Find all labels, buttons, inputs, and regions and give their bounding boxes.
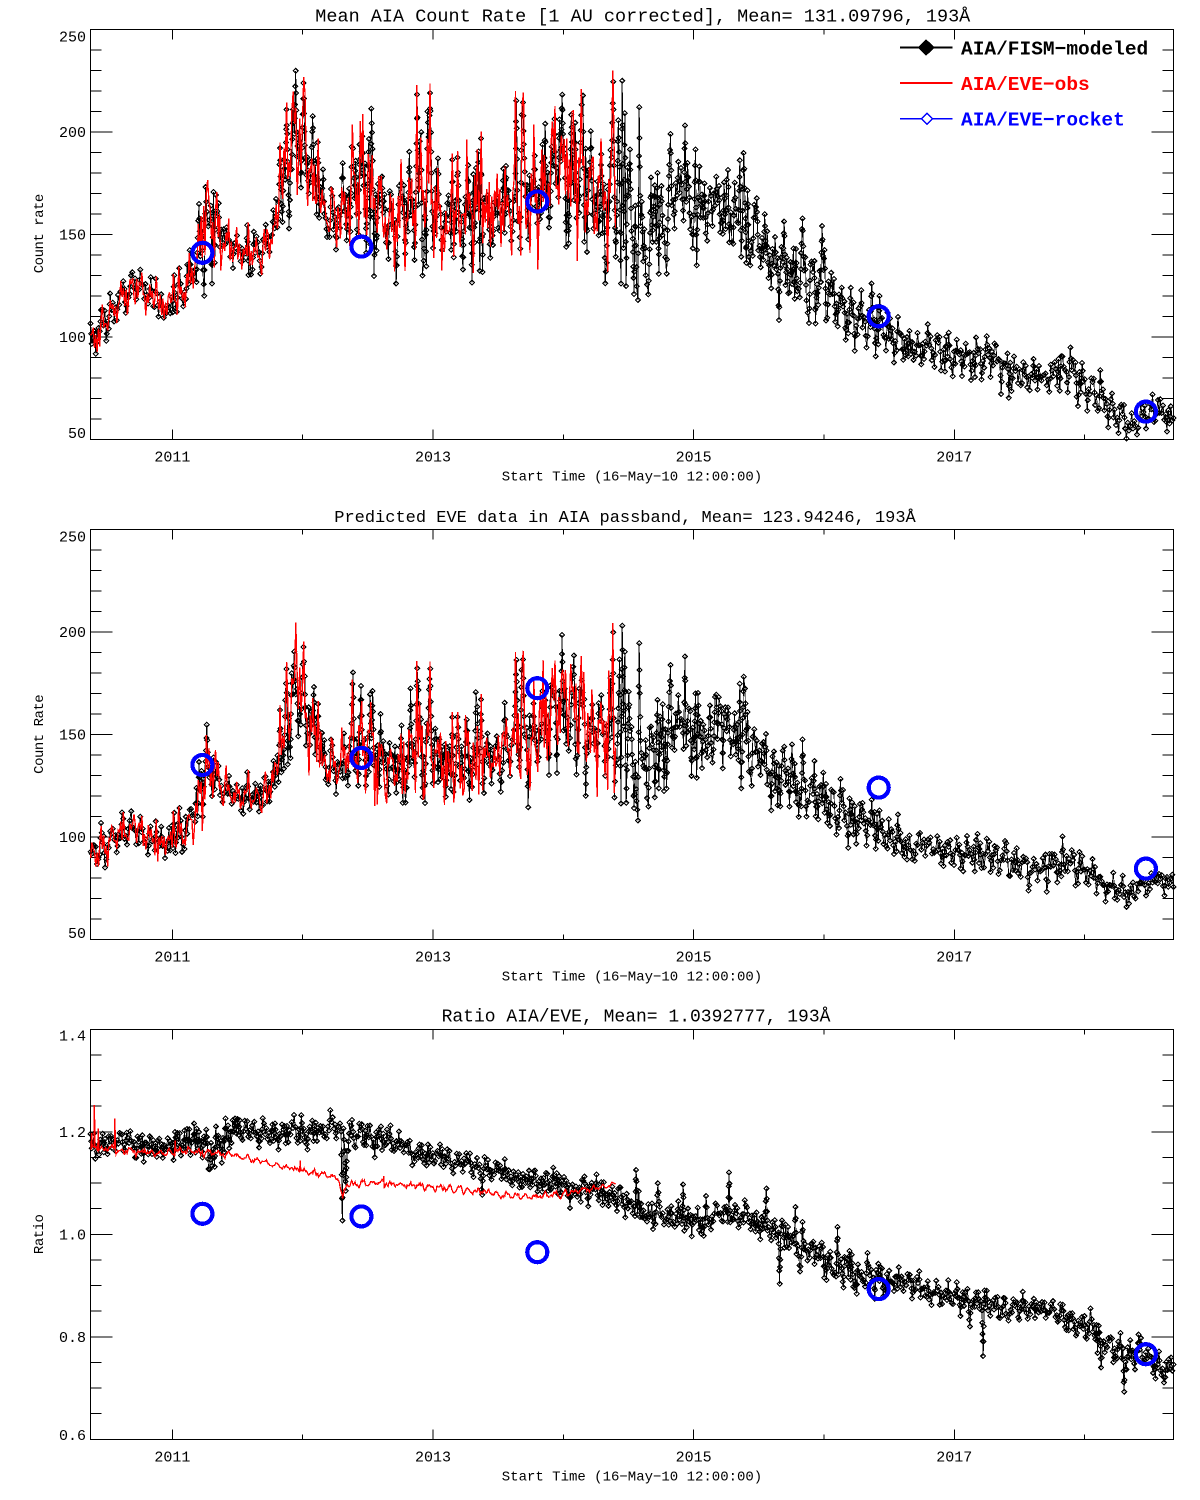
svg-text:2013: 2013 — [415, 950, 451, 967]
svg-text:0.6: 0.6 — [59, 1428, 86, 1445]
svg-text:2017: 2017 — [936, 450, 972, 467]
svg-text:100: 100 — [59, 830, 86, 847]
svg-text:1.2: 1.2 — [59, 1125, 86, 1142]
svg-text:AIA/EVE−obs: AIA/EVE−obs — [961, 74, 1090, 96]
svg-text:200: 200 — [59, 625, 86, 642]
svg-text:2013: 2013 — [415, 450, 451, 467]
svg-text:Ratio AIA/EVE, Mean= 1.0392777: Ratio AIA/EVE, Mean= 1.0392777, 193Å — [442, 1007, 831, 1028]
svg-text:2011: 2011 — [154, 950, 190, 967]
svg-text:Mean AIA Count Rate [1 AU corr: Mean AIA Count Rate [1 AU corrected], Me… — [315, 7, 971, 28]
svg-text:2015: 2015 — [676, 1450, 712, 1467]
svg-text:200: 200 — [59, 125, 86, 142]
svg-text:AIA/FISM−modeled: AIA/FISM−modeled — [961, 38, 1148, 60]
svg-text:150: 150 — [59, 228, 86, 245]
svg-text:250: 250 — [59, 30, 86, 47]
svg-text:Start Time (16−May−10 12:00:00: Start Time (16−May−10 12:00:00) — [502, 470, 762, 486]
svg-text:2015: 2015 — [676, 950, 712, 967]
svg-text:Count Rate: Count Rate — [32, 695, 48, 774]
svg-text:2013: 2013 — [415, 1450, 451, 1467]
svg-text:Predicted EVE data in AIA pass: Predicted EVE data in AIA passband, Mean… — [334, 509, 916, 528]
svg-text:2011: 2011 — [154, 450, 190, 467]
svg-text:50: 50 — [68, 426, 86, 443]
svg-text:AIA/EVE−rocket: AIA/EVE−rocket — [961, 110, 1125, 132]
svg-text:1.0: 1.0 — [59, 1228, 86, 1245]
svg-text:Ratio: Ratio — [32, 1214, 48, 1254]
svg-text:2017: 2017 — [936, 950, 972, 967]
svg-text:250: 250 — [59, 530, 86, 547]
svg-text:100: 100 — [59, 330, 86, 347]
svg-text:Count rate: Count rate — [32, 194, 48, 273]
svg-text:150: 150 — [59, 728, 86, 745]
svg-text:Start Time (16−May−10 12:00:00: Start Time (16−May−10 12:00:00) — [502, 970, 762, 986]
svg-text:Start Time (16−May−10 12:00:00: Start Time (16−May−10 12:00:00) — [502, 1470, 762, 1486]
svg-text:0.8: 0.8 — [59, 1330, 86, 1347]
svg-text:2017: 2017 — [936, 1450, 972, 1467]
svg-text:2015: 2015 — [676, 450, 712, 467]
svg-text:50: 50 — [68, 926, 86, 943]
svg-text:2011: 2011 — [154, 1450, 190, 1467]
svg-text:1.4: 1.4 — [59, 1029, 86, 1046]
